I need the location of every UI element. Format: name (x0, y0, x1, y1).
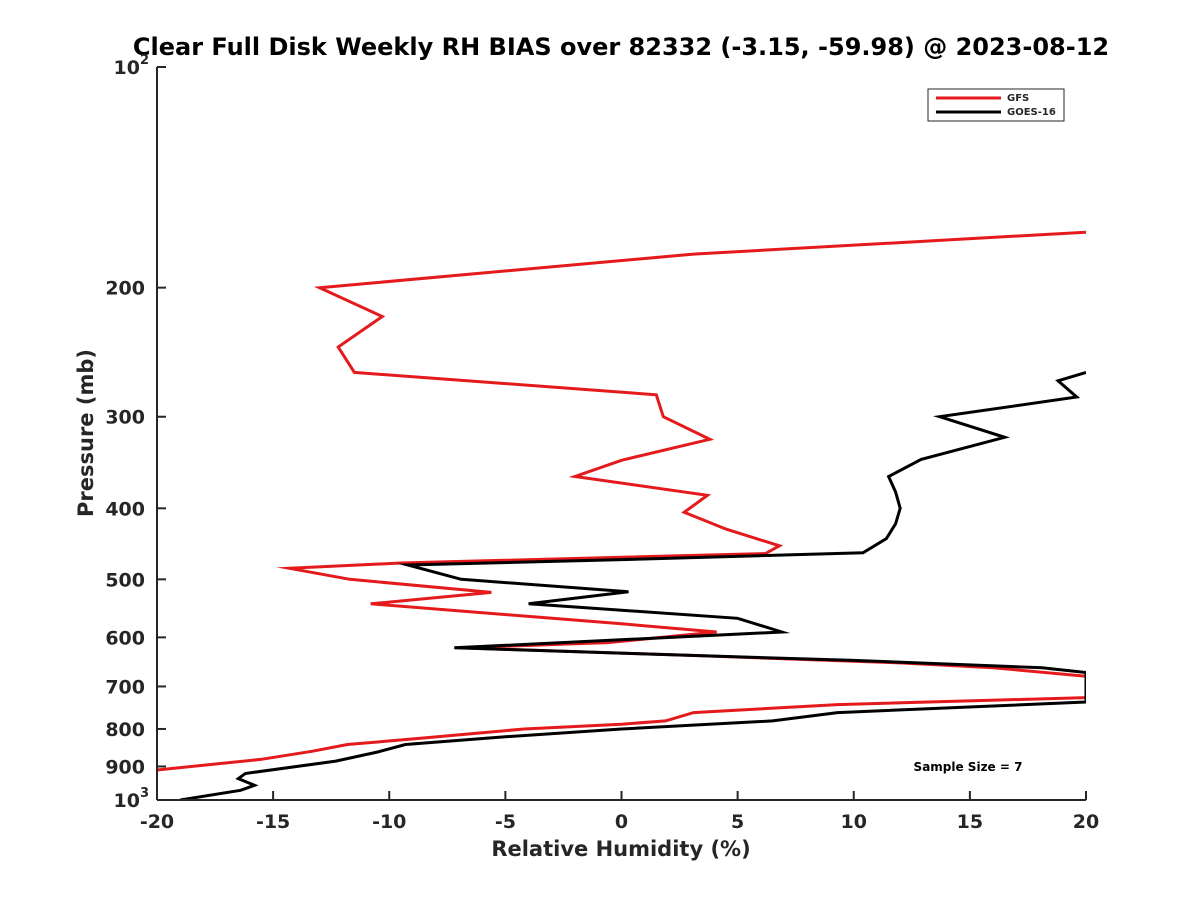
plot-background (157, 67, 1086, 800)
x-tick-label: -15 (256, 811, 290, 833)
y-tick-label: 300 (105, 407, 145, 429)
series-line-gfs (157, 230, 1086, 772)
chart-title: Clear Full Disk Weekly RH BIAS over 8233… (133, 33, 1109, 61)
x-tick-label: -5 (495, 811, 516, 833)
series-layer (157, 230, 1086, 800)
x-tick-label: -20 (140, 811, 174, 833)
legend-label-goes16: GOES-16 (1007, 107, 1056, 118)
y-tick-label: 102 (114, 53, 150, 79)
y-tick-label: 400 (105, 498, 145, 520)
legend-label-gfs: GFS (1007, 93, 1029, 104)
plot-area (157, 67, 1086, 800)
x-tick-label: -10 (372, 811, 406, 833)
x-tick-label: 5 (731, 811, 744, 833)
sample-size-annotation: Sample Size = 7 (914, 760, 1023, 774)
legend-box (927, 88, 1065, 122)
y-tick-label: 600 (105, 627, 145, 649)
y-tick-label: 700 (105, 676, 145, 698)
series-line-goes16 (179, 370, 1086, 800)
x-tick-label: 20 (1073, 811, 1099, 833)
y-tick-label: 500 (105, 569, 145, 591)
y-tick-label: 800 (105, 719, 145, 741)
x-tick-label: 15 (957, 811, 983, 833)
y-tick-label: 200 (105, 278, 145, 300)
x-tick-label: 10 (841, 811, 867, 833)
x-axis-label: Relative Humidity (%) (491, 837, 750, 861)
y-tick-label: 103 (114, 786, 150, 812)
y-axis-label: Pressure (mb) (74, 349, 98, 517)
legend: GFS GOES-16 (927, 88, 1065, 122)
y-tick-label: 900 (105, 756, 145, 778)
ticks-layer: -20 -15 -10 -5 0 5 10 15 20 102 200 300 400 500 600 700… (105, 53, 1099, 833)
x-tick-label: 0 (615, 811, 628, 833)
